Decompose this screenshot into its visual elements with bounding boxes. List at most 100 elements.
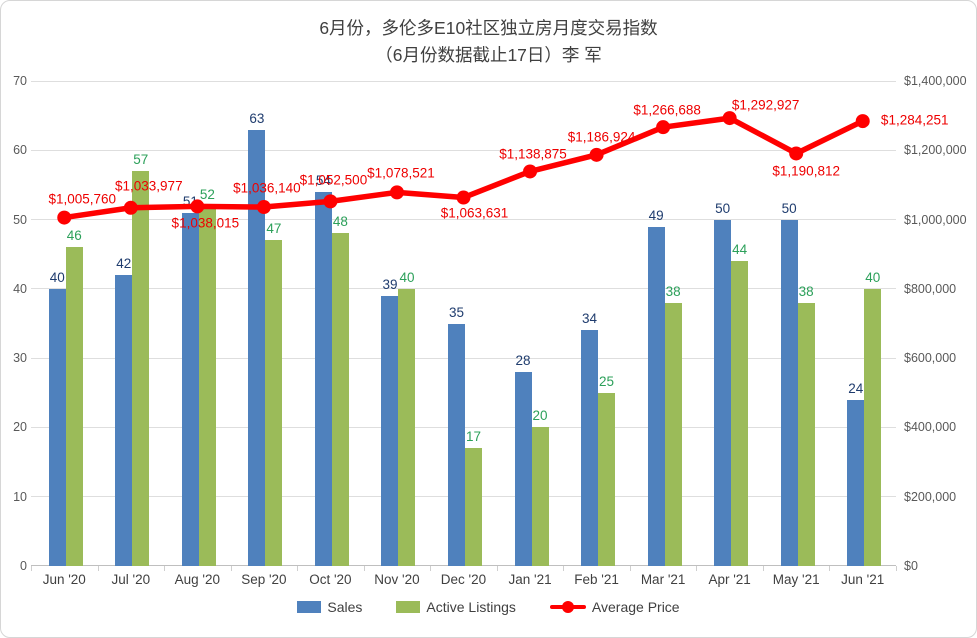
sales-bar — [248, 129, 266, 566]
right-axis-tick-label: $200,000 — [904, 489, 957, 504]
category-axis-tick — [896, 566, 897, 571]
gridline — [31, 288, 896, 290]
category-axis-tick — [696, 566, 698, 571]
listings-bar — [132, 171, 150, 566]
average-price-label: $1,266,688 — [633, 102, 701, 118]
category-axis-tick — [164, 566, 166, 571]
category-axis-tick — [230, 566, 232, 571]
listings-bar — [465, 448, 482, 566]
listings-bar — [198, 205, 216, 566]
right-axis-tick-label: $400,000 — [904, 420, 957, 435]
sales-bar — [314, 191, 332, 566]
average-price-marker — [656, 120, 671, 135]
left-axis-tick-label: 50 — [13, 212, 27, 227]
average-price-marker — [57, 210, 72, 225]
listings-value-label: 17 — [465, 429, 482, 445]
listings-value-label: 47 — [266, 221, 282, 237]
listings-value-label: 48 — [332, 214, 348, 230]
listings-bar — [265, 240, 283, 566]
average-price-label: $1,063,631 — [440, 205, 509, 221]
x-axis-label: May '21 — [772, 572, 820, 587]
chart-title: 6月份，多伦多E10社区独立房月度交易指数 （6月份数据截止17日）李 军 — [1, 15, 976, 69]
x-axis-label: Mar '21 — [640, 572, 686, 587]
average-price-label: $1,036,140 — [233, 180, 301, 196]
chart-title-line2: （6月份数据截止17日）李 军 — [375, 45, 602, 65]
sales-bar — [381, 295, 399, 566]
listings-bar — [531, 427, 549, 566]
listings-value-label: 40 — [399, 269, 415, 285]
listings-value-label: 38 — [665, 283, 681, 299]
listings-value-label: 25 — [599, 373, 615, 389]
category-axis-tick — [829, 566, 831, 571]
listings-bar — [664, 302, 682, 566]
listings-bar — [864, 288, 882, 566]
sales-value-label: 49 — [648, 207, 664, 223]
legend-line-marker-icon — [549, 601, 586, 613]
right-axis-tick-label: $600,000 — [904, 351, 957, 366]
sales-value-label: 34 — [582, 311, 598, 327]
left-axis-tick-label: 0 — [20, 559, 27, 573]
legend-label: Average Price — [591, 599, 680, 615]
left-axis-tick-label: 10 — [13, 489, 27, 504]
category-axis-tick — [31, 566, 32, 571]
sales-value-label: 39 — [382, 276, 398, 292]
sales-bar — [115, 275, 133, 566]
sales-bar — [181, 212, 199, 566]
legend-swatch-icon — [396, 601, 421, 613]
x-axis-label: Sep '20 — [241, 572, 287, 587]
x-axis-label: Jan '21 — [508, 572, 552, 587]
x-axis-label: Apr '21 — [708, 572, 751, 587]
sales-bar — [48, 288, 66, 566]
listings-bar — [331, 233, 349, 566]
average-price-marker — [789, 146, 804, 161]
sales-bar — [448, 323, 465, 566]
sales-bar — [780, 219, 798, 566]
listings-value-label: 20 — [532, 408, 548, 424]
left-axis-tick-label: 30 — [13, 351, 27, 366]
right-axis-tick-label: $1,200,000 — [904, 143, 967, 158]
left-axis-tick-label: 70 — [13, 74, 27, 88]
sales-value-label: 24 — [848, 380, 864, 396]
average-price-label: $1,033,977 — [115, 178, 183, 194]
average-price-label: $1,190,812 — [772, 163, 840, 179]
average-price-marker — [589, 147, 604, 162]
sales-bar — [714, 219, 732, 566]
listings-value-label: 38 — [798, 283, 814, 299]
sales-bar — [514, 372, 532, 566]
listings-value-label: 44 — [732, 242, 748, 258]
category-axis-tick — [629, 566, 631, 571]
right-axis-tick-label: $0 — [904, 559, 918, 573]
category-axis-tick — [563, 566, 565, 571]
legend-swatch-icon — [297, 601, 322, 613]
listings-bar — [731, 261, 749, 566]
sales-value-label: 50 — [715, 200, 731, 216]
sales-value-label: 54 — [315, 172, 331, 188]
legend-item-average-price: Average Price — [549, 599, 680, 615]
sales-value-label: 40 — [49, 269, 65, 285]
sales-bar — [581, 330, 599, 566]
right-axis-tick-label: $1,400,000 — [904, 74, 967, 88]
average-price-marker — [256, 200, 271, 215]
average-price-marker — [523, 164, 538, 179]
listings-value-label: 46 — [66, 228, 82, 244]
sales-value-label: 63 — [249, 110, 265, 126]
gridline — [31, 149, 896, 151]
average-price-marker — [855, 114, 870, 129]
listings-value-label: 52 — [199, 186, 215, 202]
x-axis-label: Jul '20 — [111, 572, 151, 587]
left-axis-tick-label: 40 — [13, 281, 27, 296]
x-axis-label: Feb '21 — [574, 572, 619, 587]
legend-item-active-listings: Active Listings — [396, 599, 516, 615]
gridline — [31, 219, 896, 221]
category-axis-tick — [430, 566, 432, 571]
average-price-label: $1,052,500 — [299, 172, 368, 188]
category-axis-tick — [297, 566, 299, 571]
x-axis-label: Jun '21 — [841, 572, 885, 587]
category-axis-tick — [762, 566, 764, 571]
x-axis-label: Jun '20 — [42, 572, 86, 587]
x-axis-label: Oct '20 — [309, 572, 352, 587]
category-axis-tick — [363, 566, 365, 571]
category-axis-tick — [496, 566, 498, 571]
listings-value-label: 57 — [133, 152, 149, 168]
